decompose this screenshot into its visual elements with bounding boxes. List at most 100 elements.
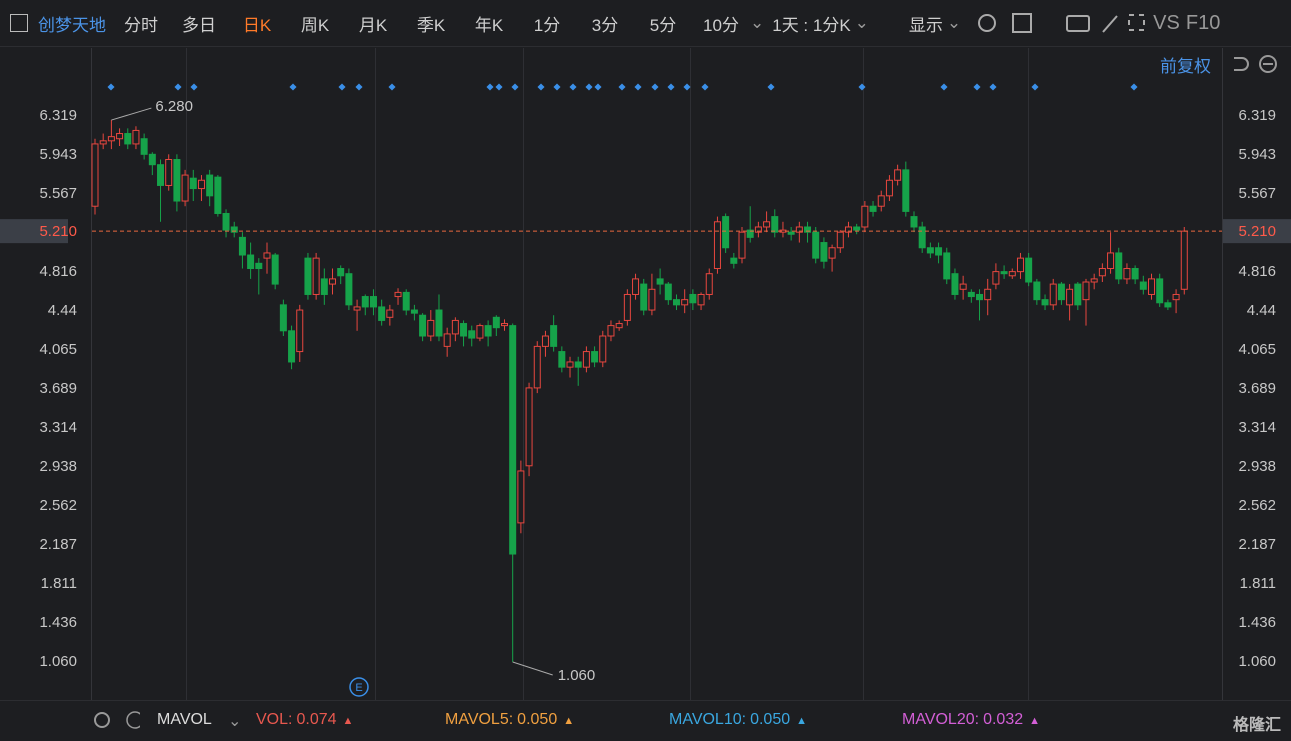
tab[interactable]: 月K bbox=[358, 15, 388, 35]
tab[interactable]: 分时 bbox=[124, 15, 158, 35]
tab[interactable]: 1分 bbox=[533, 15, 561, 35]
candle-body bbox=[492, 316, 500, 329]
tab[interactable]: 3分 bbox=[591, 15, 619, 35]
y-tick-label: 4.816 bbox=[39, 263, 77, 280]
menu-icon[interactable] bbox=[10, 14, 28, 32]
chevron[interactable]: ⌄ bbox=[750, 13, 765, 32]
reset-icon[interactable] bbox=[1234, 57, 1249, 71]
tab[interactable]: 10分 bbox=[703, 15, 739, 35]
tabs: 分时 多日 日K 周K 月K 季K 年K 1分 3分 5分 10分 bbox=[112, 11, 750, 36]
candle-body bbox=[582, 351, 590, 368]
event-marker bbox=[701, 83, 709, 91]
event-marker bbox=[1031, 83, 1039, 91]
indicator-name: MAVOL10: bbox=[669, 711, 747, 728]
settings-icon[interactable] bbox=[94, 712, 110, 728]
candle-body bbox=[550, 325, 558, 347]
candle-body bbox=[296, 309, 304, 353]
tab[interactable]: 周K bbox=[300, 15, 330, 35]
zoom-icon[interactable] bbox=[1259, 55, 1277, 73]
candle-body bbox=[230, 226, 238, 233]
chevron[interactable]: ⌄ bbox=[228, 713, 242, 730]
candle-body bbox=[910, 216, 918, 228]
event-marker bbox=[1130, 83, 1138, 91]
indicator-name[interactable]: MAVOL bbox=[157, 711, 212, 728]
y-tick-label: 2.187 bbox=[39, 536, 77, 553]
y-tick-label-right: 4.065 bbox=[1238, 341, 1276, 358]
event-marker bbox=[585, 83, 593, 91]
y-tick-label: 5.567 bbox=[39, 185, 77, 202]
candle-body bbox=[828, 247, 836, 259]
candle-body bbox=[525, 387, 533, 467]
candle-body bbox=[451, 319, 459, 335]
adjust[interactable]: 前复权 bbox=[1160, 57, 1211, 76]
camera-icon[interactable] bbox=[1066, 15, 1091, 32]
tab[interactable]: 日K bbox=[242, 15, 272, 35]
candle-body bbox=[320, 278, 328, 295]
indicator: MAVOL5: 0.050 ▲ bbox=[445, 711, 574, 729]
candle-body bbox=[1115, 252, 1123, 280]
candle-body bbox=[869, 205, 877, 212]
expand-icon[interactable] bbox=[1128, 14, 1146, 31]
y-tick-label-right: 2.562 bbox=[1238, 497, 1276, 514]
candle-body bbox=[722, 216, 730, 249]
candle-body bbox=[378, 306, 386, 321]
event-marker bbox=[537, 83, 545, 91]
candle-body bbox=[689, 293, 697, 304]
event-marker bbox=[289, 83, 297, 91]
display[interactable]: 显示 bbox=[908, 15, 943, 35]
candle-body bbox=[476, 325, 484, 339]
candle-body bbox=[206, 174, 214, 197]
vs[interactable]: VS bbox=[1153, 11, 1180, 34]
settings-icon[interactable] bbox=[978, 14, 997, 32]
event-marker bbox=[618, 83, 626, 91]
candle-body bbox=[1131, 268, 1139, 280]
tab[interactable]: 多日 bbox=[182, 15, 216, 35]
candle-body bbox=[967, 291, 975, 298]
close-icon[interactable] bbox=[126, 711, 140, 729]
candle-body bbox=[345, 273, 353, 306]
indicator-value: 0.032 bbox=[983, 711, 1024, 728]
candle-body bbox=[885, 179, 893, 197]
candle-body bbox=[943, 252, 951, 280]
candle-body bbox=[419, 314, 427, 337]
candle-body bbox=[132, 129, 140, 145]
candle-body bbox=[107, 136, 115, 142]
pen-icon[interactable] bbox=[1102, 15, 1118, 33]
candle-body bbox=[386, 309, 394, 318]
y-tick-label: 6.319 bbox=[39, 107, 77, 124]
period[interactable]: 1天 : 1分K bbox=[772, 15, 851, 35]
candle-body bbox=[279, 304, 287, 332]
candle-body bbox=[1016, 257, 1024, 273]
y-tick-label-right: 3.689 bbox=[1238, 380, 1276, 397]
logo: 格隆汇 bbox=[1233, 717, 1282, 734]
candle-body bbox=[255, 262, 263, 270]
candle-body bbox=[304, 257, 312, 295]
candle-body bbox=[541, 335, 549, 347]
event-icon[interactable] bbox=[349, 677, 369, 697]
tab[interactable]: 季K bbox=[416, 15, 446, 35]
candle-body bbox=[861, 205, 869, 228]
y-tick-label-right: 4.44 bbox=[1247, 302, 1276, 319]
candle-body bbox=[1033, 281, 1041, 301]
event-marker bbox=[594, 83, 602, 91]
f10[interactable]: F10 bbox=[1185, 11, 1221, 34]
chevron[interactable]: ⌄ bbox=[946, 13, 962, 32]
high-label: 6.280 bbox=[155, 98, 193, 115]
candle-body bbox=[713, 221, 721, 270]
candle-body bbox=[263, 252, 271, 259]
tab[interactable]: 年K bbox=[474, 15, 504, 35]
candle-body bbox=[754, 226, 762, 233]
candle-body bbox=[501, 323, 508, 327]
tab[interactable]: 5分 bbox=[649, 15, 677, 35]
candle-body bbox=[369, 296, 377, 308]
candle-body bbox=[664, 283, 672, 301]
last-price-box bbox=[0, 219, 68, 244]
y-tick-label-right: 3.314 bbox=[1238, 419, 1276, 436]
last-price-label: 5.210 bbox=[39, 223, 77, 240]
candle-body bbox=[1156, 278, 1164, 304]
chevron[interactable]: ⌄ bbox=[854, 13, 869, 32]
box-icon[interactable] bbox=[1012, 13, 1033, 33]
event-marker bbox=[355, 83, 363, 91]
stock-name[interactable]: 创梦天地 bbox=[38, 15, 106, 35]
